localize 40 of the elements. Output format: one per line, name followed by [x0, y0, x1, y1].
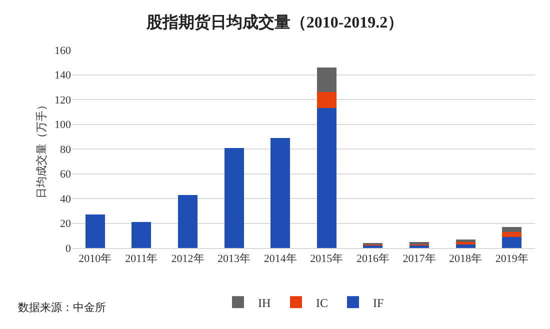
x-tick-label: 2018年	[449, 253, 482, 266]
bar	[502, 236, 522, 248]
y-tick-label: 0	[66, 242, 72, 255]
legend-label: IH	[258, 296, 271, 310]
chart-title: 股指期货日均成交量（2010-2019.2）	[145, 12, 404, 32]
x-tick-label: 2011年	[125, 253, 158, 266]
bar	[316, 108, 336, 248]
bar	[456, 239, 476, 242]
bar	[270, 138, 290, 248]
y-axis-title: 日均成交量（万手）	[35, 100, 48, 198]
bar	[456, 242, 476, 244]
bar	[502, 232, 522, 237]
x-tick-label: 2012年	[171, 253, 204, 266]
bar	[85, 214, 105, 248]
y-tick-label: 160	[54, 44, 72, 57]
x-tick-label: 2015年	[310, 253, 344, 266]
y-tick-label: 140	[54, 70, 72, 82]
bar	[316, 67, 336, 92]
y-tick-label: 40	[60, 193, 72, 206]
legend-label: IC	[316, 296, 328, 310]
bar	[456, 244, 476, 248]
legend-label: IF	[372, 296, 384, 310]
y-tick-label: 120	[54, 94, 72, 106]
y-tick-label: 20	[60, 218, 72, 230]
bar	[502, 226, 522, 232]
bar	[178, 194, 198, 248]
x-tick-label: 2010年	[78, 253, 112, 266]
x-tick-label: 2017年	[402, 253, 436, 266]
y-tick-label: 100	[54, 119, 72, 132]
bar	[224, 148, 244, 248]
y-tick-label: 60	[60, 168, 72, 181]
bar	[316, 92, 336, 108]
source-note: 数据来源：中金所	[18, 301, 106, 314]
x-tick-label: 2013年	[218, 253, 251, 266]
x-tick-label: 2014年	[264, 253, 297, 266]
bar	[410, 242, 429, 244]
x-tick-label: 2016年	[356, 253, 390, 266]
x-tick-label: 2019年	[495, 253, 528, 266]
y-tick-label: 80	[60, 144, 72, 156]
bar	[132, 222, 152, 248]
